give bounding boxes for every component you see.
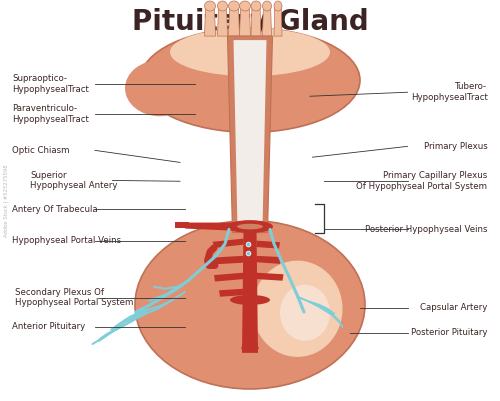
Text: Secondary Plexus Of
Hypophyseal Portal System: Secondary Plexus Of Hypophyseal Portal S… <box>15 288 134 308</box>
Ellipse shape <box>204 1 216 11</box>
Polygon shape <box>240 6 250 36</box>
Polygon shape <box>241 337 259 349</box>
Polygon shape <box>212 239 244 248</box>
Text: Pituitary Gland: Pituitary Gland <box>132 8 368 36</box>
Ellipse shape <box>228 1 239 11</box>
Ellipse shape <box>240 1 250 11</box>
Text: Adobe Stock | #525275598: Adobe Stock | #525275598 <box>4 164 10 237</box>
Polygon shape <box>228 36 272 233</box>
Ellipse shape <box>251 1 261 11</box>
Ellipse shape <box>252 261 342 357</box>
Ellipse shape <box>237 224 263 229</box>
Ellipse shape <box>280 285 330 341</box>
Polygon shape <box>234 40 266 229</box>
Polygon shape <box>214 273 244 282</box>
Ellipse shape <box>230 295 270 305</box>
Text: Primary Plexus: Primary Plexus <box>424 142 488 151</box>
Text: Tubero-
HypophysealTract: Tubero- HypophysealTract <box>410 82 488 102</box>
Polygon shape <box>208 256 244 265</box>
Text: Paraventriculo-
HypophysealTract: Paraventriculo- HypophysealTract <box>12 104 90 124</box>
Text: Capsular Artery: Capsular Artery <box>420 304 488 312</box>
Text: Anterior Pituitary: Anterior Pituitary <box>12 322 86 331</box>
Polygon shape <box>274 6 282 36</box>
Text: Hypophyseal Portal Veins: Hypophyseal Portal Veins <box>12 236 122 245</box>
Polygon shape <box>262 6 272 36</box>
Ellipse shape <box>227 220 273 233</box>
Text: Superior
Hypophyseal Antery: Superior Hypophyseal Antery <box>30 170 118 190</box>
Polygon shape <box>185 223 240 231</box>
Ellipse shape <box>140 28 360 132</box>
Ellipse shape <box>170 28 330 76</box>
Text: Optic Chiasm: Optic Chiasm <box>12 146 70 155</box>
Ellipse shape <box>218 1 228 11</box>
Ellipse shape <box>274 1 282 11</box>
Polygon shape <box>251 6 261 36</box>
Polygon shape <box>256 256 281 264</box>
Text: Supraoptico-
HypophysealTract: Supraoptico- HypophysealTract <box>12 74 90 94</box>
Polygon shape <box>256 241 280 249</box>
Polygon shape <box>175 222 189 228</box>
Polygon shape <box>242 229 258 353</box>
Polygon shape <box>244 304 256 337</box>
Ellipse shape <box>125 60 195 116</box>
Ellipse shape <box>135 221 365 389</box>
Text: Antery Of Trabecula: Antery Of Trabecula <box>12 205 98 214</box>
Text: Posterior Pituitary: Posterior Pituitary <box>411 328 488 337</box>
Polygon shape <box>256 273 283 281</box>
Polygon shape <box>228 6 239 36</box>
Ellipse shape <box>262 1 272 11</box>
Text: Posterior Hypophyseal Veins: Posterior Hypophyseal Veins <box>365 225 488 234</box>
Text: Primary Capillary Plexus
Of Hypophyseal Portal System: Primary Capillary Plexus Of Hypophyseal … <box>356 171 488 191</box>
Polygon shape <box>218 6 228 36</box>
Polygon shape <box>204 6 216 36</box>
Polygon shape <box>219 289 244 297</box>
